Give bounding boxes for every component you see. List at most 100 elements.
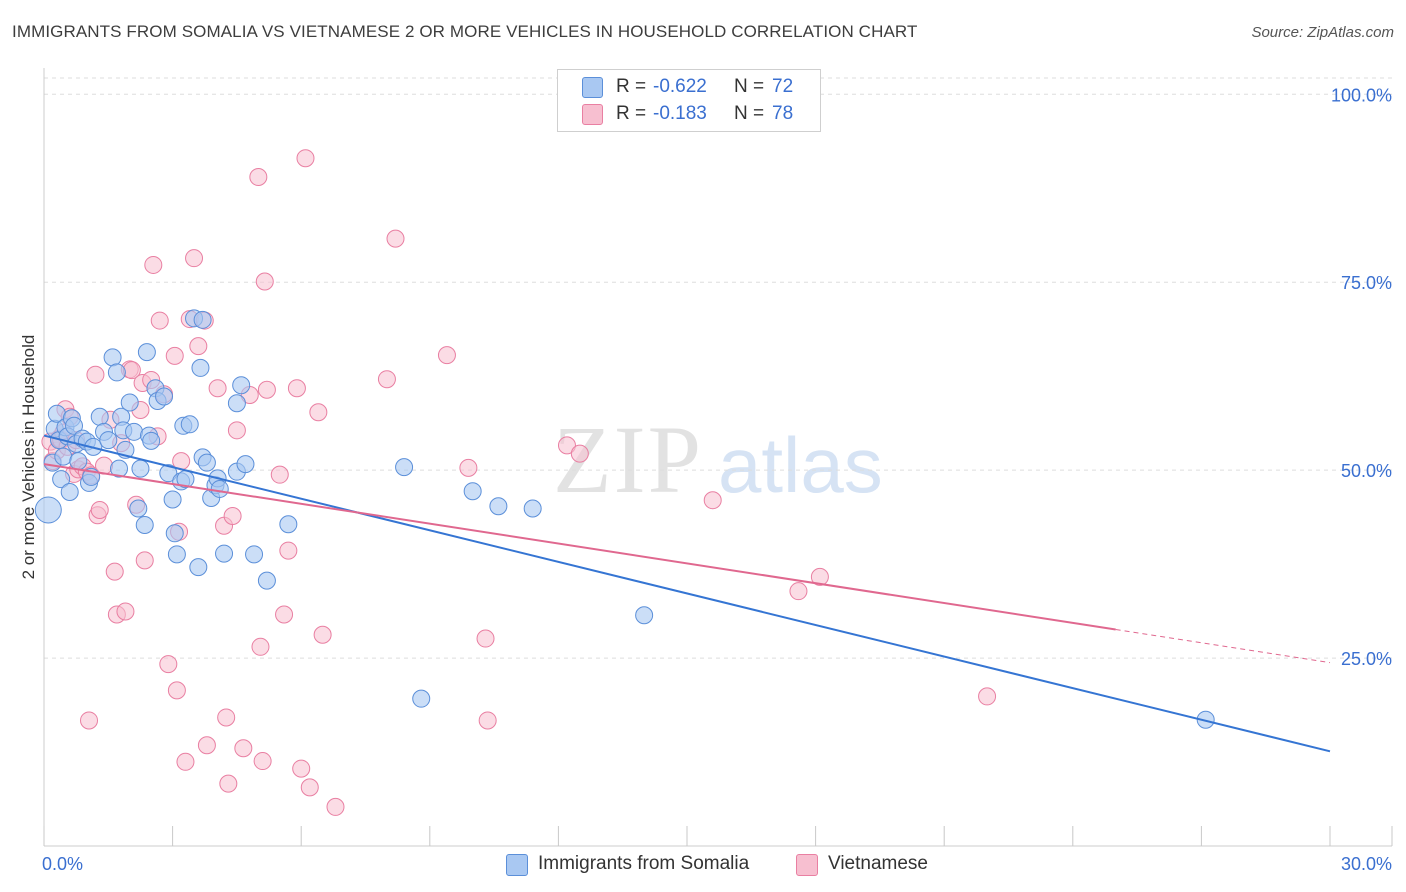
vietnamese-point[interactable] xyxy=(197,736,216,755)
somalia-point[interactable] xyxy=(189,558,208,577)
vietnamese-point[interactable] xyxy=(476,629,495,648)
vietnamese-point[interactable] xyxy=(270,465,289,484)
vietnamese-point[interactable] xyxy=(251,637,270,656)
vietnamese-point[interactable] xyxy=(257,380,276,399)
vietnamese-point[interactable] xyxy=(249,167,268,186)
vietnamese-point[interactable] xyxy=(377,370,396,389)
somalia-point[interactable] xyxy=(167,545,186,564)
legend-box: R = -0.622 N = 72 R = -0.183 N = 78 xyxy=(557,69,821,132)
vietnamese-point[interactable] xyxy=(326,797,345,816)
somalia-point[interactable] xyxy=(129,499,148,518)
vietnamese-r-value: -0.183 xyxy=(653,103,707,124)
somalia-point[interactable] xyxy=(34,496,62,524)
vietnamese-point[interactable] xyxy=(144,255,163,274)
vietnamese-point[interactable] xyxy=(219,774,238,793)
vietnamese-point[interactable] xyxy=(478,711,497,730)
vietnamese-point[interactable] xyxy=(189,337,208,356)
somalia-point[interactable] xyxy=(523,499,542,518)
somalia-point[interactable] xyxy=(99,431,118,450)
somalia-point[interactable] xyxy=(193,310,212,329)
somalia-point[interactable] xyxy=(103,348,122,367)
somalia-r-label: R = xyxy=(616,76,647,97)
vietnamese-point[interactable] xyxy=(86,365,105,384)
somalia-point[interactable] xyxy=(65,416,84,435)
somalia-point[interactable] xyxy=(107,363,126,382)
vietnamese-point[interactable] xyxy=(557,436,576,455)
somalia-point[interactable] xyxy=(155,387,174,406)
vietnamese-point[interactable] xyxy=(217,708,236,727)
vietnamese-point[interactable] xyxy=(80,711,99,730)
x-tick-labels: 0.0% 30.0% xyxy=(42,854,1392,874)
vietnamese-point[interactable] xyxy=(135,551,154,570)
somalia-point[interactable] xyxy=(232,376,251,395)
somalia-point[interactable] xyxy=(197,453,216,472)
vietnamese-point[interactable] xyxy=(386,229,405,248)
vietnamese-point[interactable] xyxy=(789,582,808,601)
somalia-point[interactable] xyxy=(210,479,229,498)
somalia-point[interactable] xyxy=(60,482,79,501)
somalia-point[interactable] xyxy=(120,393,139,412)
somalia-point[interactable] xyxy=(245,545,264,564)
somalia-point[interactable] xyxy=(463,482,482,501)
vietnamese-point[interactable] xyxy=(253,752,272,771)
vietnamese-point[interactable] xyxy=(208,379,227,398)
vietnamese-point[interactable] xyxy=(223,507,242,526)
vietnamese-point[interactable] xyxy=(810,567,829,586)
somalia-point[interactable] xyxy=(159,464,178,483)
vietnamese-point[interactable] xyxy=(185,249,204,268)
somalia-point[interactable] xyxy=(227,394,246,413)
vietnamese-point[interactable] xyxy=(309,403,328,422)
vietnamese-point[interactable] xyxy=(296,149,315,168)
somalia-point[interactable] xyxy=(412,689,431,708)
vietnamese-point[interactable] xyxy=(300,778,319,797)
somalia-point[interactable] xyxy=(180,415,199,434)
somalia-trend-line xyxy=(43,434,1331,753)
vietnamese-point[interactable] xyxy=(313,625,332,644)
somalia-point[interactable] xyxy=(163,490,182,509)
vietnamese-point[interactable] xyxy=(275,605,294,624)
vietnamese-point[interactable] xyxy=(287,379,306,398)
vietnamese-point[interactable] xyxy=(165,346,184,365)
vietnamese-point[interactable] xyxy=(176,752,195,771)
somalia-point[interactable] xyxy=(125,422,144,441)
vietnamese-point[interactable] xyxy=(292,759,311,778)
somalia-point[interactable] xyxy=(635,606,654,625)
vietnamese-r-label: R = xyxy=(616,103,647,124)
vietnamese-point[interactable] xyxy=(90,500,109,519)
somalia-point[interactable] xyxy=(489,497,508,516)
somalia-point[interactable] xyxy=(131,459,150,478)
vietnamese-point[interactable] xyxy=(167,681,186,700)
somalia-point[interactable] xyxy=(279,515,298,534)
vietnamese-point[interactable] xyxy=(570,444,589,463)
somalia-point[interactable] xyxy=(236,455,255,474)
somalia-point[interactable] xyxy=(137,343,156,362)
y-tick-label: 100.0% xyxy=(1331,85,1392,105)
x-ticks xyxy=(43,826,1393,846)
vietnamese-point[interactable] xyxy=(703,491,722,510)
vietnamese-point[interactable] xyxy=(227,421,246,440)
somalia-point[interactable] xyxy=(90,407,109,426)
somalia-point[interactable] xyxy=(54,447,73,466)
somalia-point[interactable] xyxy=(215,544,234,563)
somalia-point[interactable] xyxy=(52,470,71,489)
somalia-point[interactable] xyxy=(191,358,210,377)
somalia-point[interactable] xyxy=(135,516,154,535)
somalia-point[interactable] xyxy=(1196,710,1215,729)
vietnamese-point[interactable] xyxy=(437,346,456,365)
somalia-point[interactable] xyxy=(165,524,184,543)
vietnamese-point[interactable] xyxy=(150,311,169,330)
somalia-point[interactable] xyxy=(395,458,414,477)
vietnamese-point[interactable] xyxy=(459,458,478,477)
somalia-point[interactable] xyxy=(142,431,161,450)
vietnamese-point[interactable] xyxy=(159,655,178,674)
somalia-point[interactable] xyxy=(69,452,88,471)
vietnamese-point[interactable] xyxy=(105,562,124,581)
vietnamese-point[interactable] xyxy=(255,272,274,291)
vietnamese-point[interactable] xyxy=(279,541,298,560)
somalia-point[interactable] xyxy=(110,459,129,478)
somalia-swatch xyxy=(582,77,603,98)
vietnamese-point[interactable] xyxy=(116,602,135,621)
vietnamese-point[interactable] xyxy=(978,687,997,706)
vietnamese-point[interactable] xyxy=(234,739,253,758)
somalia-point[interactable] xyxy=(257,571,276,590)
